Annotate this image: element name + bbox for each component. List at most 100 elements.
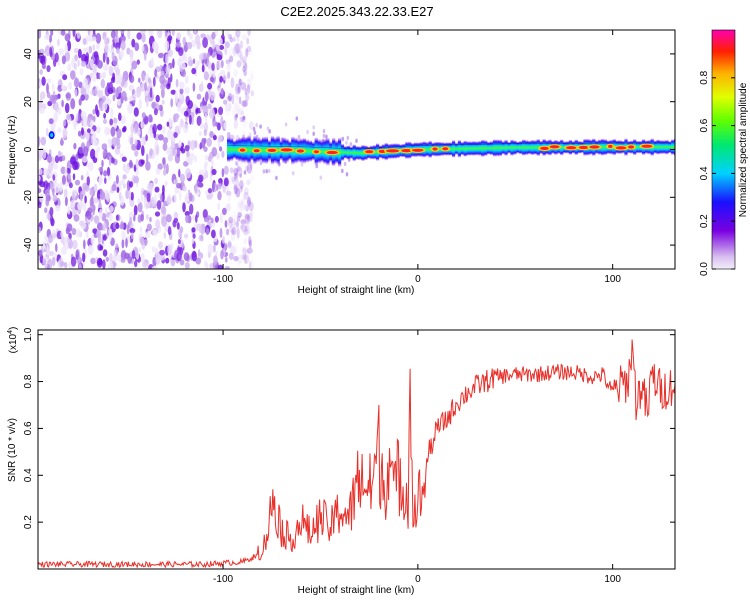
noise-speck	[123, 164, 130, 173]
noise-speck	[249, 120, 254, 130]
noise-speck	[233, 185, 238, 195]
noise-speck	[200, 223, 206, 235]
noise-speck	[121, 238, 125, 249]
noise-speck	[120, 30, 125, 34]
noise-speck	[131, 143, 137, 151]
noise-speck	[165, 163, 169, 175]
noise-speck	[184, 233, 189, 239]
noise-speck	[210, 217, 214, 224]
noise-speck	[41, 76, 46, 86]
band-peak-core	[239, 148, 246, 152]
noise-speck	[200, 33, 206, 39]
noise-speck	[87, 244, 94, 255]
band-column	[527, 140, 532, 155]
noise-speck	[194, 155, 197, 163]
noise-speck	[141, 45, 145, 52]
noise-speck	[174, 90, 178, 102]
noise-speck	[199, 123, 205, 130]
noise-speck	[85, 132, 90, 141]
band-column	[428, 140, 432, 159]
noise-speck	[312, 131, 316, 136]
noise-speck	[46, 78, 52, 84]
noise-speck	[123, 125, 127, 132]
noise-speck	[232, 91, 236, 99]
noise-speck	[206, 194, 213, 200]
noise-speck	[217, 202, 221, 211]
noise-speck	[206, 137, 212, 147]
noise-speck	[211, 229, 216, 239]
noise-speck	[341, 136, 345, 142]
noise-speck	[146, 192, 151, 203]
noise-speck	[61, 99, 64, 108]
noise-speck	[165, 53, 169, 65]
noise-speck	[108, 65, 114, 77]
noise-speck	[239, 54, 243, 63]
noise-speck	[76, 32, 81, 39]
noise-speck	[120, 115, 126, 125]
noise-speck	[62, 74, 68, 81]
noise-speck	[131, 249, 136, 260]
noise-speck	[236, 60, 242, 68]
noise-speck	[233, 225, 237, 236]
noise-speck	[198, 223, 202, 234]
noise-speck	[196, 115, 202, 126]
noise-speck	[152, 229, 158, 236]
noise-speck	[245, 48, 249, 58]
noise-speck	[159, 249, 166, 256]
noise-speck	[220, 249, 224, 260]
spectrogram-signal-band	[226, 135, 675, 168]
noise-speck	[218, 106, 224, 116]
noise-speck	[46, 155, 53, 163]
noise-speck	[195, 214, 198, 223]
noise-speck	[48, 250, 54, 256]
noise-speck	[236, 226, 241, 237]
noise-speck	[250, 161, 253, 170]
snr-scale-factor: (x104)	[7, 327, 19, 354]
noise-speck	[101, 95, 107, 103]
band-column	[522, 139, 526, 156]
noise-speck	[247, 30, 251, 36]
noise-speck	[42, 259, 47, 265]
noise-speck	[197, 249, 201, 257]
noise-speck	[205, 91, 209, 102]
noise-speck	[231, 176, 236, 182]
noise-speck	[227, 241, 232, 248]
noise-speck	[145, 231, 151, 239]
noise-speck	[202, 37, 209, 49]
noise-speck	[203, 146, 208, 152]
band-column	[668, 140, 672, 154]
noise-speck	[186, 150, 190, 158]
band-column	[478, 140, 482, 156]
noise-speck	[211, 31, 216, 40]
noise-speck	[244, 87, 248, 96]
noise-speck	[170, 89, 176, 95]
noise-speck	[228, 216, 234, 224]
noise-speck	[54, 155, 60, 164]
noise-speck	[248, 239, 252, 249]
noise-speck	[228, 220, 233, 228]
noise-speck	[246, 37, 250, 45]
noise-speck	[178, 168, 181, 178]
noise-speck	[235, 221, 239, 228]
y-tick-label: 0.2	[23, 515, 34, 529]
noise-speck	[49, 206, 54, 217]
noise-speck	[84, 195, 87, 204]
noise-speck	[243, 187, 249, 196]
noise-speck	[239, 45, 242, 51]
noise-speck	[223, 177, 229, 187]
noise-speck	[186, 41, 193, 50]
noise-speck	[266, 126, 270, 131]
noise-speck	[118, 112, 122, 122]
noise-speck	[102, 150, 107, 157]
noise-speck	[82, 252, 86, 263]
noise-speck	[224, 265, 230, 269]
noise-speck	[165, 214, 172, 223]
noise-speck	[225, 190, 232, 196]
noise-speck	[151, 101, 157, 109]
noise-speck	[47, 258, 53, 269]
noise-speck	[188, 56, 192, 62]
noise-speck	[128, 211, 134, 219]
noise-speck	[59, 261, 65, 267]
noise-speck	[202, 105, 209, 115]
noise-speck	[246, 163, 253, 174]
